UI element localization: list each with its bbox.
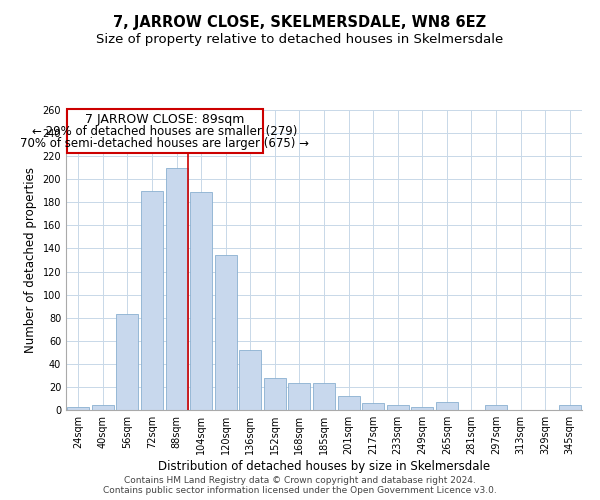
Text: Contains HM Land Registry data © Crown copyright and database right 2024.: Contains HM Land Registry data © Crown c…: [124, 476, 476, 485]
Bar: [116, 314, 139, 410]
Bar: [313, 384, 335, 410]
Text: 7, JARROW CLOSE, SKELMERSDALE, WN8 6EZ: 7, JARROW CLOSE, SKELMERSDALE, WN8 6EZ: [113, 15, 487, 30]
Bar: [362, 403, 384, 410]
Text: 70% of semi-detached houses are larger (675) →: 70% of semi-detached houses are larger (…: [20, 136, 310, 149]
Bar: [239, 350, 262, 410]
Bar: [67, 109, 263, 152]
Bar: [92, 406, 114, 410]
X-axis label: Distribution of detached houses by size in Skelmersdale: Distribution of detached houses by size …: [158, 460, 490, 473]
Bar: [436, 402, 458, 410]
Bar: [166, 168, 188, 410]
Bar: [215, 256, 237, 410]
Text: ← 29% of detached houses are smaller (279): ← 29% of detached houses are smaller (27…: [32, 125, 298, 138]
Bar: [411, 406, 433, 410]
Bar: [141, 191, 163, 410]
Bar: [386, 406, 409, 410]
Text: Size of property relative to detached houses in Skelmersdale: Size of property relative to detached ho…: [97, 32, 503, 46]
Text: Contains public sector information licensed under the Open Government Licence v3: Contains public sector information licen…: [103, 486, 497, 495]
Bar: [289, 384, 310, 410]
Y-axis label: Number of detached properties: Number of detached properties: [24, 167, 37, 353]
Text: 7 JARROW CLOSE: 89sqm: 7 JARROW CLOSE: 89sqm: [85, 114, 245, 126]
Bar: [190, 192, 212, 410]
Bar: [67, 406, 89, 410]
Bar: [485, 406, 507, 410]
Bar: [559, 406, 581, 410]
Bar: [338, 396, 359, 410]
Bar: [264, 378, 286, 410]
